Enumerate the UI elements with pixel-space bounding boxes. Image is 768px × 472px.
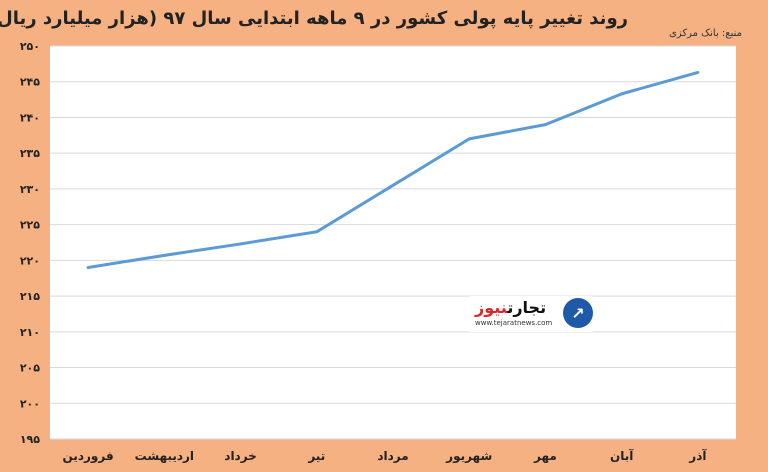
x-tick-label: شهریور [445,449,492,464]
plot-area [50,46,736,439]
data-point [162,253,166,257]
data-point [543,123,547,127]
tejaratnews-logo: تجارتنیوز www.tejaratnews.com ↗ [467,296,595,332]
y-tick-label: ۲۳۵ [20,147,40,160]
x-tick-label: مرداد [377,449,408,463]
y-tick-label: ۲۰۰ [20,397,40,410]
y-tick-label: ۲۱۰ [20,326,40,339]
x-tick-label: مهر [533,449,557,463]
data-point [239,242,243,246]
x-axis-ticks: فروردین اردیبهشت خرداد تیر مرداد شهریور مهر آبا… [63,448,708,464]
y-tick-label: ۲۳۰ [20,183,40,196]
data-point [620,92,624,96]
y-tick-label: ۲۵۰ [20,40,40,53]
x-tick-label: اردیبهشت [135,449,194,463]
y-tick-label: ۲۲۵ [20,219,40,232]
y-tick-label: ۲۴۰ [20,111,40,124]
y-tick-label: ۲۴۵ [20,76,40,89]
logo-arrow-icon: ↗ [563,298,593,328]
source-note: منبع: بانک مرکزی [669,28,742,39]
x-tick-label: آذر [688,448,707,463]
x-tick-label: خرداد [224,449,257,463]
gridlines [50,45,736,440]
x-tick-label: فروردین [63,449,114,464]
y-tick-label: ۲۰۵ [20,362,40,375]
data-point [696,70,700,74]
data-point [86,266,90,270]
logo-name-black: تجارت [507,298,547,317]
logo-name-red: نیوز [475,298,508,317]
series-group [86,70,700,270]
data-point [391,183,395,187]
x-tick-label: آبان [610,448,634,463]
x-tick-label: تیر [307,449,325,463]
data-point [315,230,319,234]
y-tick-label: ۱۹۵ [20,433,40,446]
chart-title: روند تغییر پایه پولی کشور در ۹ ماهه ابتد… [0,8,628,29]
y-axis-ticks: ۱۹۵ ۲۰۰ ۲۰۵ ۲۱۰ ۲۱۵ ۲۲۰ ۲۲۵ ۲۳۰ ۲۳۵ ۲۴۰ ۲۴۵ ۲۵۰ [20,40,40,446]
logo-name: تجارتنیوز [475,298,546,317]
logo-url: www.tejaratnews.com [475,319,553,327]
data-point [467,137,471,141]
y-tick-label: ۲۱۵ [20,290,40,303]
y-tick-label: ۲۲۰ [20,254,40,267]
